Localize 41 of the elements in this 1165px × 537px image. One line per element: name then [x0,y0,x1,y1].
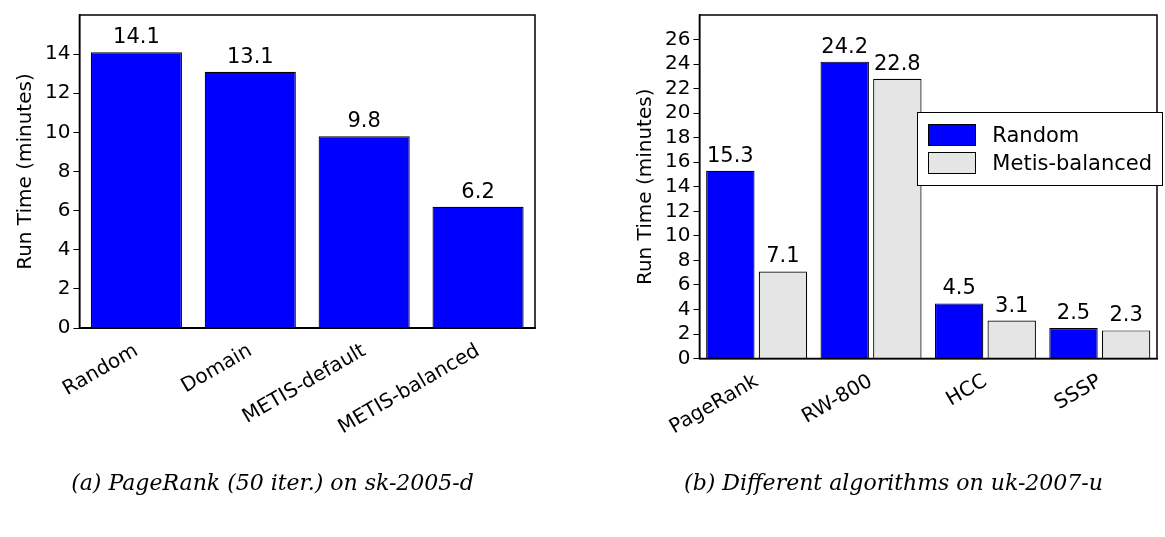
y-tick-label: 6 [677,271,691,296]
y-tick-label: 2 [57,275,71,300]
y-tick-label: 26 [665,25,691,50]
y-tick-label: 2 [677,320,691,345]
data-label: 2.3 [1109,302,1143,327]
y-tick-label: 10 [45,118,71,143]
data-label: 3.1 [995,292,1029,317]
y-tick-label: 8 [677,246,691,271]
y-axis-title: Run Time (minutes) [632,88,657,286]
data-label: 22.8 [873,50,921,75]
data-label: 6.2 [461,178,495,203]
legend-label: Random [992,123,1080,147]
y-axis-title: Run Time (minutes) [12,73,37,270]
y-tick-label: 4 [57,236,71,261]
y-tick-label: 0 [57,314,71,339]
y-tick-label: 24 [665,50,691,75]
y-tick-label: 14 [45,40,71,65]
y-tick-label: 10 [665,222,691,247]
y-tick-label: 12 [665,197,691,222]
legend-label: Metis-balanced [992,151,1152,175]
y-tick-label: 6 [57,196,71,221]
data-label: 13.1 [226,43,274,68]
data-label: 24.2 [821,33,869,58]
data-label: 9.8 [347,108,381,133]
data-label: 4.5 [942,275,976,300]
data-label: 15.3 [706,142,754,167]
y-tick-label: 20 [665,99,691,124]
data-label: 2.5 [1056,299,1091,324]
y-tick-label: 0 [677,344,691,369]
text: (b) Different algorithms on uk-2007-u [684,469,1103,495]
data-label: 14.1 [113,24,160,49]
y-tick-label: 22 [665,74,691,99]
y-tick-label: 16 [665,148,691,173]
y-tick-label: 12 [45,79,71,104]
x-tick-label: HCC [941,368,991,411]
y-tick-label: 18 [665,123,691,148]
y-tick-label: 4 [677,295,691,320]
y-tick-label: 8 [57,157,71,182]
text: (a) PageRank (50 iter.) on sk-2005-d [71,469,474,495]
data-label: 7.1 [766,243,800,268]
y-tick-label: 14 [665,173,691,198]
